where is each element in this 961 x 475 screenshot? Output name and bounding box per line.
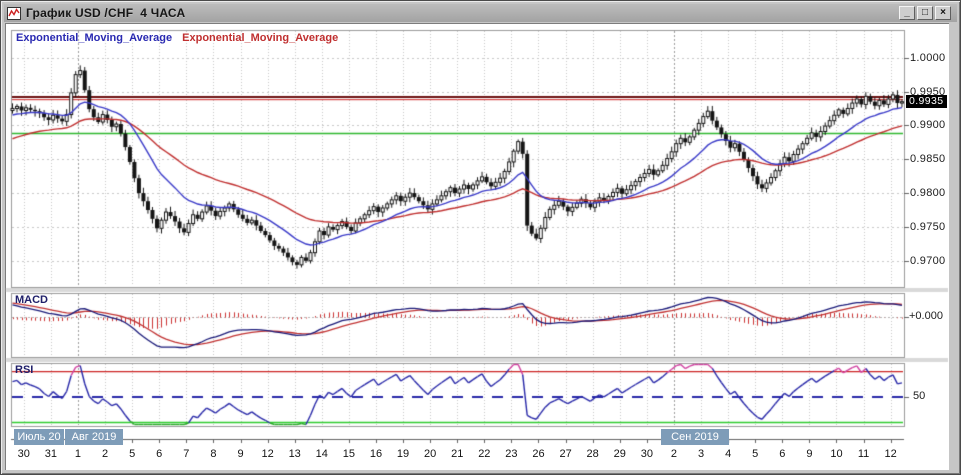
date-label: 12: [261, 448, 274, 460]
date-label: 2: [101, 448, 109, 460]
date-label: 21: [451, 448, 464, 460]
macd-label: MACD: [15, 294, 48, 306]
date-label: 20: [424, 448, 437, 460]
date-label: 30: [640, 448, 653, 460]
date-label: 8: [210, 448, 217, 460]
date-label: 12: [884, 448, 897, 460]
date-label: 13: [288, 448, 301, 460]
chart-window-icon: [7, 6, 21, 20]
macd-zero-label: +0.000: [909, 310, 943, 322]
date-label: 6: [779, 448, 786, 460]
current-price-box: 0.9935: [906, 95, 947, 108]
price-axis-label: 0.9850: [910, 153, 946, 166]
price-axis-label: 1.0000: [910, 51, 946, 64]
price-axis-label: 0.9750: [910, 220, 946, 233]
date-label: 31: [44, 448, 57, 460]
date-label: 26: [532, 448, 545, 460]
date-label: 14: [315, 448, 328, 460]
minimize-button[interactable]: _: [899, 6, 915, 20]
title-bar[interactable]: График USD /CHF 4 ЧАСА _ □ ×: [4, 4, 957, 22]
date-label: 19: [396, 448, 410, 460]
price-axis-label: 0.9900: [910, 119, 946, 132]
price-axis-label: 0.9800: [910, 187, 946, 200]
maximize-button[interactable]: □: [917, 6, 933, 20]
date-label: 4: [725, 448, 732, 460]
date-label: 1: [74, 448, 82, 460]
date-label: 29: [613, 448, 626, 460]
date-label: 15: [342, 448, 355, 460]
month-marker: Сен 2019: [661, 429, 729, 445]
date-label: 5: [752, 448, 759, 460]
ema-legend-fast: Exponential_Moving_Average: [16, 32, 173, 44]
date-label: 16: [369, 448, 383, 460]
date-label: 9: [806, 448, 813, 460]
date-label: 3: [697, 448, 705, 460]
date-label: 23: [505, 448, 518, 460]
main-chart-plot[interactable]: [11, 30, 904, 287]
month-marker: Июль 20: [14, 429, 64, 445]
rsi-level-label: 50: [913, 390, 926, 402]
date-label: 27: [559, 448, 572, 460]
window-title: График USD /CHF 4 ЧАСА: [26, 6, 186, 20]
date-label: 22: [478, 448, 491, 460]
ema-legend-slow: Exponential_Moving_Average: [182, 32, 339, 44]
date-label: 10: [830, 448, 843, 460]
date-label: 6: [156, 448, 163, 460]
ema-legend: Exponential_Moving_Average Exponential_M…: [16, 32, 345, 44]
date-label: 28: [586, 448, 599, 460]
price-axis-label: 0.9700: [910, 254, 946, 267]
date-label: 9: [237, 448, 244, 460]
month-marker: Авг 2019: [65, 429, 123, 445]
rsi-panel-plot[interactable]: [11, 363, 904, 426]
close-button[interactable]: ×: [935, 6, 951, 20]
date-label: 11: [857, 448, 870, 460]
rsi-label: RSI: [15, 364, 34, 376]
date-label: 7: [183, 448, 190, 460]
date-label: 2: [670, 448, 677, 460]
date-label: 5: [129, 448, 136, 460]
macd-panel-plot[interactable]: [11, 293, 904, 357]
date-label: 30: [17, 448, 30, 460]
